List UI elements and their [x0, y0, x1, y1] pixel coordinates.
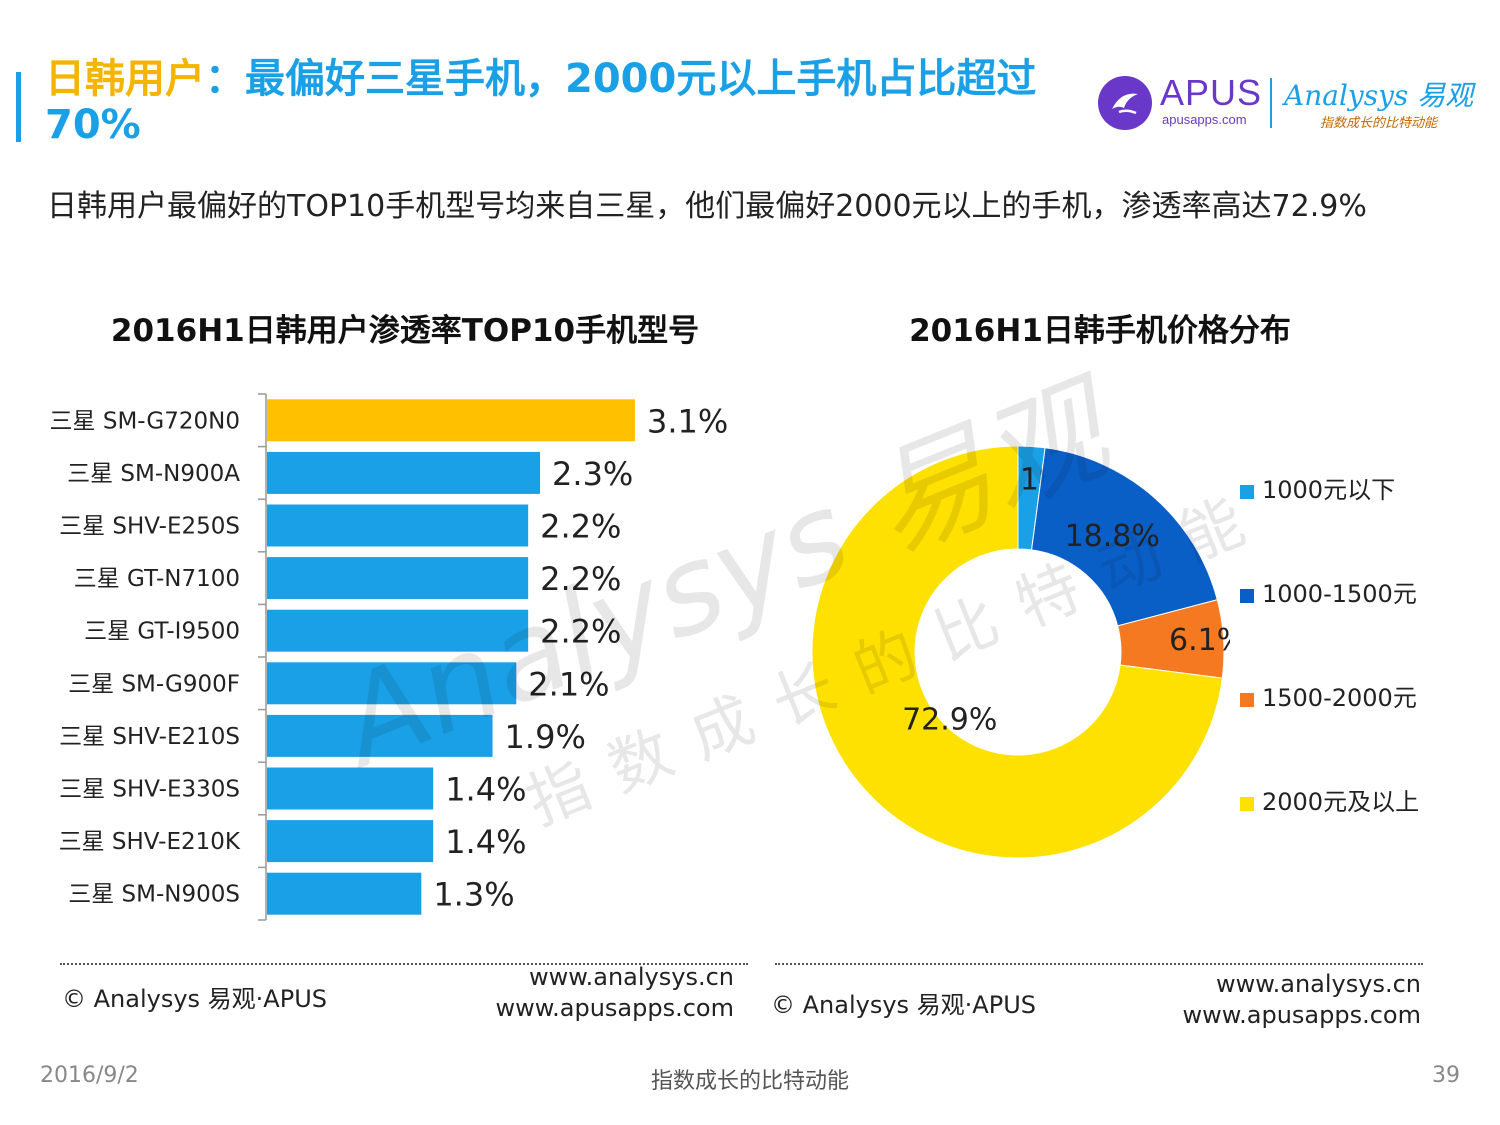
bar-category-label: 三星 SM-G900F: [68, 671, 240, 697]
bar-value-label: 2.3%: [552, 455, 633, 493]
bar-category-label: 三星 SM-G720N0: [50, 408, 240, 434]
source-urls-left: www.analysys.cn www.apusapps.com: [440, 962, 734, 1024]
bar-8: [267, 767, 434, 810]
bar-category-label: 三星 GT-I9500: [84, 619, 240, 645]
bar-category-label: 三星 SHV-E330S: [59, 777, 240, 803]
title-rest: ：最偏好三星手机，2000元以上手机占比超过70%: [45, 56, 1037, 148]
bar-value-label: 2.2%: [540, 613, 621, 651]
donut-slice-label: 18.8%: [1065, 519, 1160, 554]
legend-label: 1500-2000元: [1262, 684, 1417, 712]
bar-value-label: 1.4%: [445, 823, 526, 861]
bar-value-label: 1.3%: [433, 876, 514, 914]
page-title: 日韩用户：最偏好三星手机，2000元以上手机占比超过70%: [45, 56, 1085, 148]
apus-logo-text: APUS: [1160, 72, 1263, 113]
bar-5: [267, 609, 529, 652]
legend-swatch: [1240, 797, 1254, 811]
source-url-2[interactable]: www.apusapps.com: [1182, 1001, 1421, 1029]
source-copyright-right: © Analysys 易观·APUS: [771, 991, 1036, 1019]
bar-category-label: 三星 GT-N7100: [74, 566, 240, 592]
title-highlight: 日韩用户: [45, 56, 205, 102]
apus-logo-url: apusapps.com: [1162, 112, 1247, 127]
bar-category-label: 三星 SHV-E210K: [59, 829, 241, 855]
bar-value-label: 1.4%: [445, 771, 526, 809]
donut-slice-label: 72.9%: [902, 702, 997, 737]
bar-6: [267, 662, 517, 705]
apus-logo-icon: [1098, 76, 1152, 130]
donut-chart-title: 2016H1日韩手机价格分布: [909, 313, 1291, 349]
source-copyright-left: © Analysys 易观·APUS: [62, 985, 327, 1013]
title-accent-bar: [16, 72, 21, 142]
bar-chart-title: 2016H1日韩用户渗透率TOP10手机型号: [110, 313, 700, 349]
source-url-1[interactable]: www.analysys.cn: [528, 963, 734, 991]
footer-tagline: 指数成长的比特动能: [650, 1069, 849, 1094]
bar-value-label: 2.2%: [540, 508, 621, 546]
bar-9: [267, 820, 434, 863]
legend-swatch: [1240, 589, 1254, 603]
legend-label: 1000-1500元: [1262, 580, 1417, 608]
source-url-1[interactable]: www.analysys.cn: [1215, 970, 1421, 998]
legend-swatch: [1240, 693, 1254, 707]
legend-swatch: [1240, 485, 1254, 499]
legend-label: 1000元以下: [1262, 476, 1396, 504]
bar-2: [267, 451, 541, 494]
bar-7: [267, 714, 493, 757]
source-divider-left: [60, 963, 748, 965]
source-urls-right: www.analysys.cn www.apusapps.com: [1127, 969, 1421, 1031]
bar-category-label: 三星 SM-N900A: [67, 461, 240, 487]
analysys-logo-tagline: 指数成长的比特动能: [1320, 116, 1438, 131]
source-divider-right: [775, 963, 1423, 965]
bar-value-label: 2.2%: [540, 560, 621, 598]
source-url-2[interactable]: www.apusapps.com: [495, 994, 734, 1022]
bar-category-label: 三星 SHV-E210S: [59, 724, 240, 750]
donut-slice-label: 6.1%: [1169, 623, 1230, 658]
brand-logos: APUS apusapps.com Analysys 易观 指数成长的比特动能: [1098, 72, 1488, 134]
logo-divider: [1270, 78, 1272, 128]
bar-value-label: 2.1%: [528, 665, 609, 703]
bar-4: [267, 557, 529, 600]
bar-1: [267, 399, 635, 442]
donut-chart: 2.1%18.8%6.1%72.9%: [811, 445, 1230, 859]
bar-10: [267, 872, 422, 915]
bar-chart: 3.1% 三星 SM-G720N0 2.3% 三星 SM-N900A 2.2% 三星 SH…: [50, 393, 728, 921]
summary-text: 日韩用户最偏好的TOP10手机型号均来自三星，他们最偏好2000元以上的手机，渗…: [47, 189, 1367, 224]
page-number: 39: [1432, 1063, 1460, 1088]
bar-category-label: 三星 SHV-E250S: [59, 514, 240, 540]
bar-value-label: 1.9%: [505, 718, 586, 756]
bar-value-label: 3.1%: [647, 402, 728, 440]
footer-date: 2016/9/2: [40, 1063, 139, 1088]
donut-slice-2: [1031, 447, 1218, 627]
bar-3: [267, 504, 529, 547]
donut-slice-4: [811, 445, 1223, 859]
bar-category-label: 三星 SM-N900S: [68, 882, 240, 908]
analysys-logo-text: Analysys 易观: [1284, 79, 1474, 112]
legend-label: 2000元及以上: [1262, 788, 1420, 816]
